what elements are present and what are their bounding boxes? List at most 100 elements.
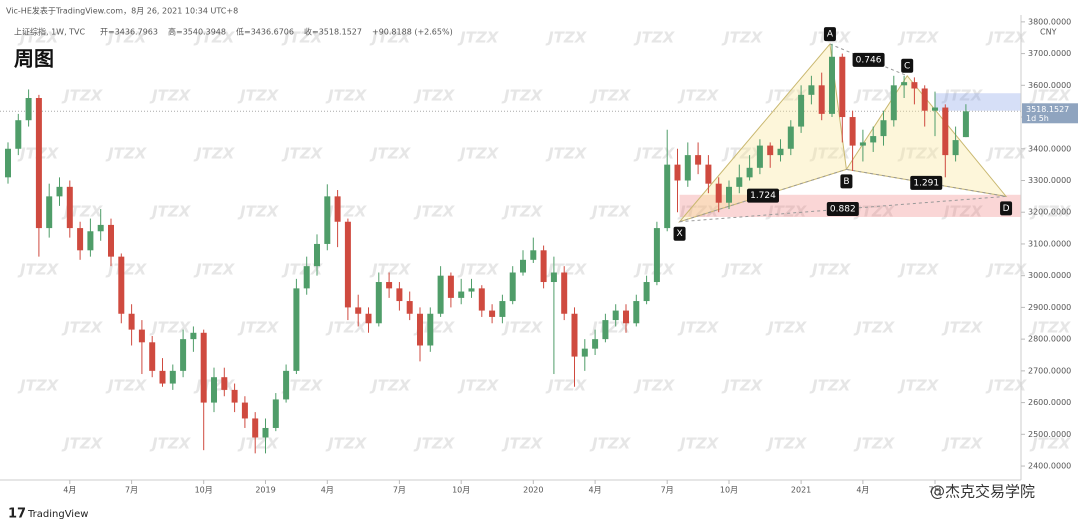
x-tick-label: 4月 bbox=[63, 486, 76, 495]
logo: TradingView bbox=[27, 509, 88, 520]
candle-body bbox=[190, 332, 197, 340]
candle-body bbox=[653, 228, 660, 283]
watermark: JTZX bbox=[853, 435, 896, 453]
candle-body bbox=[417, 313, 423, 346]
ratio-bg bbox=[746, 188, 779, 203]
candle-body bbox=[200, 332, 207, 403]
candle-body bbox=[334, 196, 341, 222]
watermark: JTZX bbox=[325, 435, 368, 453]
watermark: JTZX bbox=[501, 319, 544, 337]
candle-body bbox=[35, 98, 42, 229]
candle-body bbox=[962, 111, 969, 138]
candle-body bbox=[396, 288, 403, 302]
candle-body bbox=[932, 107, 938, 111]
watermark: JTZX bbox=[985, 261, 1028, 279]
candle-body bbox=[746, 167, 753, 178]
candle-body bbox=[499, 301, 506, 317]
candle-body bbox=[149, 342, 156, 371]
watermark: JTZX bbox=[17, 29, 60, 47]
pattern-point-bg bbox=[673, 226, 686, 241]
watermark: JTZX bbox=[545, 145, 588, 163]
candle-body bbox=[633, 301, 640, 324]
candle-body bbox=[767, 145, 774, 156]
x-tick-label: 2020 bbox=[523, 486, 543, 495]
watermark: JTZX bbox=[501, 435, 544, 453]
watermark: JTZX bbox=[853, 203, 896, 221]
watermark: JTZX bbox=[413, 203, 456, 221]
candle-body bbox=[231, 389, 238, 403]
watermark: JTZX bbox=[985, 29, 1028, 47]
x-tick-label: 7月 bbox=[928, 486, 941, 495]
price-tag bbox=[1022, 103, 1078, 124]
candle-body bbox=[942, 107, 949, 156]
candle-body bbox=[66, 186, 73, 229]
watermark: JTZX bbox=[633, 145, 676, 163]
y-tick-label: 2700.0000 bbox=[1028, 366, 1071, 375]
price-tag-value: 3518.1527 bbox=[1026, 105, 1069, 114]
candle-body bbox=[283, 370, 290, 400]
watermark: JTZX bbox=[721, 145, 764, 163]
candle-body bbox=[798, 94, 805, 127]
candle-body bbox=[97, 224, 104, 232]
x-tick-label: 10月 bbox=[195, 486, 213, 495]
candle-body bbox=[736, 177, 743, 187]
ratio-label: 0.746 bbox=[856, 55, 882, 65]
pattern-point-bg bbox=[901, 58, 914, 73]
candle-body bbox=[623, 310, 629, 324]
watermark: JTZX bbox=[633, 377, 676, 395]
y-tick-label: 3600.0000 bbox=[1028, 81, 1071, 90]
watermark: JTZX bbox=[809, 261, 852, 279]
ohlc-value: 高=3540.3948 bbox=[168, 27, 226, 37]
y-tick-label: 3400.0000 bbox=[1028, 144, 1071, 153]
candle-body bbox=[921, 88, 928, 111]
watermark: JTZX bbox=[897, 29, 940, 47]
candle-body bbox=[808, 85, 815, 95]
candle-body bbox=[674, 164, 681, 181]
watermark: JTZX bbox=[17, 261, 60, 279]
watermark: JTZX bbox=[941, 87, 984, 105]
y-tick-label: 3300.0000 bbox=[1028, 176, 1071, 185]
candle-body bbox=[643, 282, 650, 302]
pattern-point: D bbox=[1003, 204, 1010, 214]
candle-body bbox=[5, 148, 11, 178]
candle-body bbox=[849, 117, 856, 146]
watermark: JTZX bbox=[897, 145, 940, 163]
candle-body bbox=[221, 377, 228, 390]
watermark: JTZX bbox=[765, 319, 808, 337]
x-tick-label: 4月 bbox=[856, 486, 869, 495]
watermark: JTZX bbox=[457, 377, 500, 395]
pattern-point: C bbox=[904, 61, 910, 71]
candle-body bbox=[520, 259, 526, 273]
candle-body bbox=[87, 231, 94, 251]
ohlc-value: 开=3436.7963 bbox=[100, 28, 158, 37]
watermark: JTZX bbox=[589, 203, 632, 221]
watermark: JTZX bbox=[369, 377, 412, 395]
zone bbox=[935, 93, 1021, 111]
watermark: JTZX bbox=[369, 29, 412, 47]
watermark: JTZX bbox=[457, 145, 500, 163]
watermark: JTZX bbox=[721, 377, 764, 395]
candle-body bbox=[138, 329, 145, 343]
candle-body bbox=[829, 56, 835, 114]
candle-body bbox=[705, 164, 712, 184]
watermark: JTZX bbox=[765, 203, 808, 221]
candle-body bbox=[602, 320, 609, 340]
watermark: JTZX bbox=[61, 319, 104, 337]
candle-body bbox=[344, 221, 351, 308]
chart: X A B C D 1.724 0.746 1.291 0.882 bbox=[0, 27, 1021, 454]
watermark: JTZX bbox=[809, 377, 852, 395]
candle-body bbox=[437, 275, 444, 314]
watermark: JTZX bbox=[193, 29, 236, 47]
candle-body bbox=[468, 288, 475, 292]
ratio-label: 0.882 bbox=[830, 205, 856, 215]
watermark: JTZX bbox=[237, 87, 280, 105]
watermark: JTZX bbox=[105, 145, 148, 163]
candle-body bbox=[880, 120, 887, 137]
candle-body bbox=[777, 148, 784, 156]
watermark: JTZX bbox=[457, 261, 500, 279]
x-tick-label: 7月 bbox=[393, 486, 406, 495]
candle-body bbox=[890, 85, 897, 121]
candle-body bbox=[756, 145, 763, 168]
candle-body bbox=[664, 164, 671, 229]
watermark: JTZX bbox=[149, 435, 192, 453]
